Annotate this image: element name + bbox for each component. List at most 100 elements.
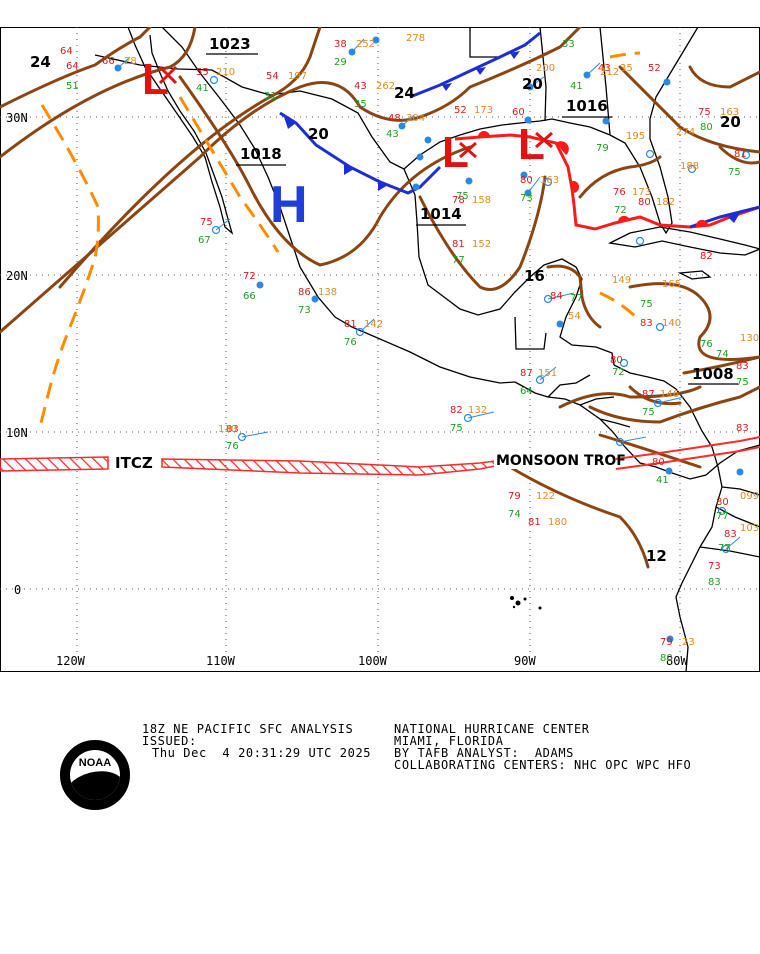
- isobar-label-24-central: 24: [394, 84, 415, 102]
- isobar-label-1016: 1016: [566, 97, 608, 115]
- noaa-logo: NOAA: [60, 740, 130, 810]
- isobar-label-20-west: 20: [308, 125, 329, 143]
- svg-text:80: 80: [610, 355, 623, 366]
- high-pressure-center: H: [270, 176, 308, 234]
- svg-text:132: 132: [468, 405, 487, 416]
- svg-text:83: 83: [640, 318, 653, 329]
- issued-time: Thu Dec 4 20:31:29 UTC 2025: [152, 746, 372, 760]
- svg-text:80: 80: [652, 457, 665, 468]
- svg-text:43: 43: [598, 63, 611, 74]
- svg-text:87: 87: [642, 389, 655, 400]
- svg-text:41: 41: [656, 475, 669, 486]
- svg-text:252: 252: [356, 39, 375, 50]
- issued-label: ISSUED:: [142, 734, 197, 748]
- svg-text:54: 54: [266, 71, 279, 82]
- svg-text:87: 87: [520, 368, 533, 379]
- lon-label-90w: 90W: [514, 654, 536, 668]
- svg-text:099: 099: [740, 491, 759, 502]
- lat-labels: 30N 20N 10N 0: [6, 111, 28, 597]
- lat-label-30n: 30N: [6, 111, 28, 125]
- svg-text:83: 83: [226, 424, 239, 435]
- svg-text:75: 75: [698, 107, 711, 118]
- svg-text:31: 31: [264, 91, 277, 102]
- isobars: [0, 27, 760, 569]
- svg-text:41: 41: [570, 81, 583, 92]
- analyst-credit: BY TAFB ANALYST: ADAMS: [394, 746, 574, 760]
- svg-text:138: 138: [318, 287, 337, 298]
- svg-text:48: 48: [388, 113, 401, 124]
- svg-text:52: 52: [454, 105, 467, 116]
- isobar-label-1008: 1008: [692, 365, 734, 383]
- svg-text:79: 79: [660, 637, 673, 648]
- svg-text:83: 83: [724, 529, 737, 540]
- svg-text:82: 82: [450, 405, 463, 416]
- lon-label-120w: 120W: [56, 654, 86, 668]
- svg-text:28: 28: [124, 56, 137, 67]
- svg-text:165: 165: [662, 279, 681, 290]
- svg-text:67: 67: [198, 235, 211, 246]
- svg-text:130: 130: [740, 333, 759, 344]
- collaborating-centers: COLLABORATING CENTERS: NHC OPC WPC HFO: [394, 758, 692, 772]
- svg-text:84: 84: [550, 291, 563, 302]
- svg-text:146: 146: [660, 389, 679, 400]
- svg-text:33: 33: [562, 39, 575, 50]
- issuing-location: MIAMI, FLORIDA: [394, 734, 504, 748]
- isobar-label-1018: 1018: [240, 145, 282, 163]
- svg-text:197: 197: [288, 71, 307, 82]
- svg-text:83: 83: [708, 577, 721, 588]
- svg-text:195: 195: [626, 131, 645, 142]
- svg-text:72: 72: [612, 367, 625, 378]
- lat-label-0: 0: [14, 583, 21, 597]
- isobar-labels: 1023 1018 1014 1016 1008 24 24 20 20 20 …: [30, 33, 741, 565]
- svg-text:52: 52: [648, 63, 661, 74]
- front-pips: [284, 51, 740, 227]
- noaa-logo-text: NOAA: [78, 757, 112, 769]
- svg-text:60: 60: [512, 107, 525, 118]
- svg-text:79: 79: [596, 143, 609, 154]
- svg-text:173: 173: [632, 187, 651, 198]
- svg-text:86: 86: [298, 287, 311, 298]
- surface-analysis-map: 30N 20N 10N 0 120W 110W 100W 90W 80W: [0, 27, 760, 672]
- isobar-label-1014: 1014: [420, 205, 462, 223]
- svg-text:64: 64: [60, 46, 73, 57]
- isobar-label-24-west: 24: [30, 53, 51, 71]
- svg-text:200: 200: [536, 63, 555, 74]
- svg-text:66: 66: [102, 56, 115, 67]
- lat-label-10n: 10N: [6, 426, 28, 440]
- svg-text:66: 66: [243, 291, 256, 302]
- svg-text:163: 163: [720, 107, 739, 118]
- svg-text:158: 158: [472, 195, 491, 206]
- svg-text:75: 75: [728, 167, 741, 178]
- svg-text:274: 274: [676, 127, 695, 138]
- svg-text:29: 29: [334, 57, 347, 68]
- svg-text:74: 74: [508, 509, 521, 520]
- svg-text:76: 76: [226, 441, 239, 452]
- issuing-center: NATIONAL HURRICANE CENTER: [394, 722, 590, 736]
- isobar-label-12: 12: [646, 547, 667, 565]
- svg-text:81: 81: [452, 239, 465, 250]
- noaa-logo-bird: [70, 765, 120, 800]
- svg-text:72: 72: [243, 271, 256, 282]
- station-plots: 64 64 66 38 55 54 43 48 52 60 43 52 75 72 86 81 78 80…: [60, 33, 759, 664]
- svg-text:55: 55: [196, 67, 209, 78]
- svg-text:43: 43: [354, 81, 367, 92]
- svg-text:149: 149: [612, 275, 631, 286]
- svg-text:81: 81: [734, 149, 747, 160]
- svg-text:79: 79: [508, 491, 521, 502]
- svg-text:75: 75: [456, 191, 469, 202]
- isobar-label-20-central: 20: [522, 75, 543, 93]
- svg-text:182: 182: [656, 197, 675, 208]
- svg-text:142: 142: [364, 319, 383, 330]
- svg-text:51: 51: [66, 81, 79, 92]
- svg-text:83: 83: [736, 361, 749, 372]
- svg-text:38: 38: [334, 39, 347, 50]
- isobar-label-20-east: 20: [720, 113, 741, 131]
- svg-text:77: 77: [718, 543, 731, 554]
- svg-text:140: 140: [662, 318, 681, 329]
- svg-text:122: 122: [536, 491, 555, 502]
- svg-text:130: 130: [218, 424, 237, 435]
- svg-text:188: 188: [680, 161, 699, 172]
- svg-text:151: 151: [538, 368, 557, 379]
- svg-text:23: 23: [682, 637, 695, 648]
- svg-text:80: 80: [638, 197, 651, 208]
